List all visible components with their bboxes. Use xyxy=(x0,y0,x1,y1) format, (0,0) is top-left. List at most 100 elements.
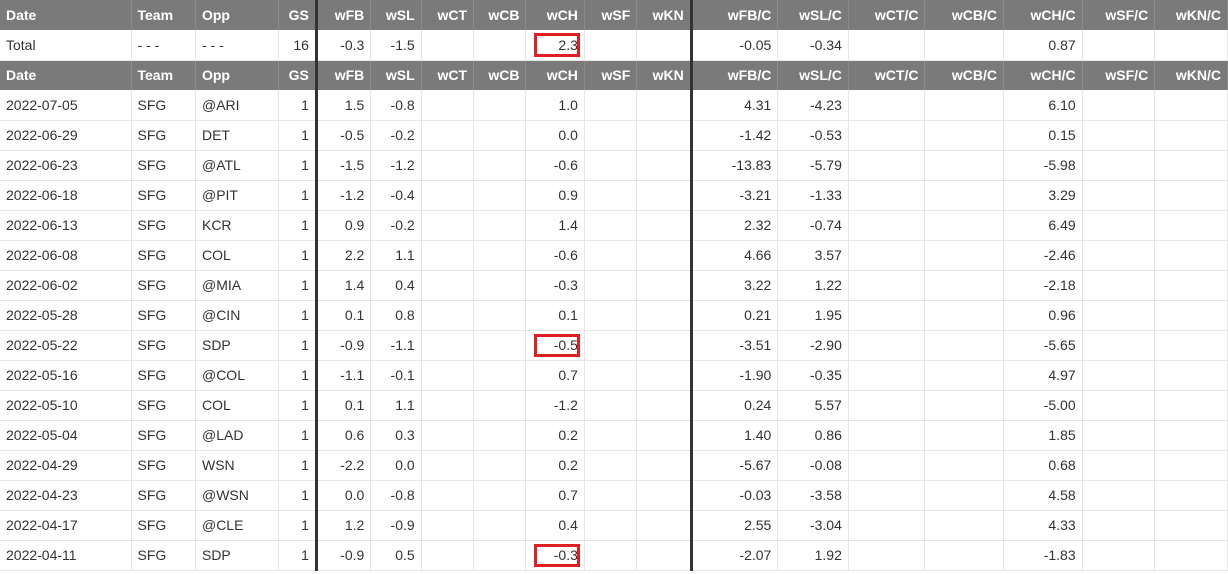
cell-gs: 1 xyxy=(278,210,317,241)
cell-wfb: 0.9 xyxy=(314,210,372,241)
column-header-wfb[interactable]: wFB xyxy=(314,60,372,90)
cell-wch: 0.7 xyxy=(525,360,585,391)
cell-team: SFG xyxy=(131,420,196,451)
cell-wsf-per-c xyxy=(1082,210,1156,241)
cell-team: SFG xyxy=(131,360,196,391)
column-header-wkn[interactable]: wKN xyxy=(636,60,692,90)
cell-wkn-per-c xyxy=(1154,360,1228,391)
cell-wfb: -0.9 xyxy=(314,540,372,571)
column-header-wsf-per-c[interactable]: wSF/C xyxy=(1082,60,1156,90)
column-header-wcb[interactable]: wCB xyxy=(473,60,527,90)
cell-wkn-per-c xyxy=(1154,180,1228,211)
column-header-gs[interactable]: GS xyxy=(278,60,317,90)
cell-wfb-per-c: 0.21 xyxy=(689,300,779,331)
cell-wch: 0.2 xyxy=(525,450,585,481)
cell-wct xyxy=(421,30,475,61)
cell-wkn-per-c xyxy=(1154,210,1228,241)
cell-wkn-per-c xyxy=(1154,450,1228,481)
cell-wkn xyxy=(636,390,692,421)
cell-wfb: 2.2 xyxy=(314,240,372,271)
column-header-gs[interactable]: GS xyxy=(278,0,317,30)
cell-wfb: 0.1 xyxy=(314,390,372,421)
cell-wch: 0.4 xyxy=(525,510,585,541)
cell-wfb-per-c: -5.67 xyxy=(689,450,779,481)
cell-team: SFG xyxy=(131,270,196,301)
column-header-date[interactable]: Date xyxy=(0,0,132,30)
cell-wcb-per-c xyxy=(924,270,1005,301)
cell-wch-per-c: 6.49 xyxy=(1003,210,1083,241)
cell-wkn xyxy=(636,270,692,301)
column-header-wfb-per-c[interactable]: wFB/C xyxy=(689,0,779,30)
table-row: 2022-06-29 SFG DET 1 -0.5 -0.2 0.0 -1.42 -0.53 0.… xyxy=(0,120,1228,151)
cell-wsf xyxy=(584,210,638,241)
cell-wct xyxy=(421,240,475,271)
column-header-wch-per-c[interactable]: wCH/C xyxy=(1003,60,1083,90)
column-header-team[interactable]: Team xyxy=(131,0,196,30)
column-header-wfb-per-c[interactable]: wFB/C xyxy=(689,60,779,90)
column-header-wsl-per-c[interactable]: wSL/C xyxy=(777,0,849,30)
column-header-wsl-per-c[interactable]: wSL/C xyxy=(777,60,849,90)
cell-wct xyxy=(421,90,475,121)
cell-wct xyxy=(421,480,475,511)
column-header-wcb[interactable]: wCB xyxy=(473,0,527,30)
cell-wsl: 0.0 xyxy=(370,450,422,481)
column-header-wch[interactable]: wCH xyxy=(525,0,585,30)
table-row: 2022-04-29 SFG WSN 1 -2.2 0.0 0.2 -5.67 -0.08 0.6… xyxy=(0,450,1228,481)
cell-opp: @COL xyxy=(195,360,279,391)
cell-wsf xyxy=(584,180,638,211)
column-header-opp[interactable]: Opp xyxy=(195,0,279,30)
column-header-wcb-per-c[interactable]: wCB/C xyxy=(924,0,1005,30)
cell-wsl-per-c: -2.90 xyxy=(777,330,849,361)
cell-wsf xyxy=(584,270,638,301)
column-header-wcb-per-c[interactable]: wCB/C xyxy=(924,60,1005,90)
cell-wcb-per-c xyxy=(924,510,1005,541)
column-header-team[interactable]: Team xyxy=(131,60,196,90)
column-header-wkn[interactable]: wKN xyxy=(636,0,692,30)
column-header-wsf[interactable]: wSF xyxy=(584,0,638,30)
column-header-wsl[interactable]: wSL xyxy=(370,0,422,30)
cell-wsf xyxy=(584,120,638,151)
cell-wch-per-c: -1.83 xyxy=(1003,540,1083,571)
column-header-wkn-per-c[interactable]: wKN/C xyxy=(1154,0,1228,30)
cell-team: SFG xyxy=(131,180,196,211)
cell-wsf xyxy=(584,330,638,361)
cell-wct-per-c xyxy=(848,330,926,361)
cell-wch-per-c: 0.68 xyxy=(1003,450,1083,481)
cell-wkn xyxy=(636,360,692,391)
cell-wsl: 0.3 xyxy=(370,420,422,451)
cell-wsl: -1.1 xyxy=(370,330,422,361)
cell-wfb-per-c: -0.05 xyxy=(689,30,779,61)
cell-wcb-per-c xyxy=(924,390,1005,421)
cell-wfb-per-c: -2.07 xyxy=(689,540,779,571)
column-header-date[interactable]: Date xyxy=(0,60,132,90)
cell-wsf-per-c xyxy=(1082,390,1156,421)
column-header-wsf[interactable]: wSF xyxy=(584,60,638,90)
column-header-wct[interactable]: wCT xyxy=(421,0,475,30)
column-header-wkn-per-c[interactable]: wKN/C xyxy=(1154,60,1228,90)
cell-wfb-per-c: 0.24 xyxy=(689,390,779,421)
cell-gs: 1 xyxy=(278,120,317,151)
cell-wct-per-c xyxy=(848,210,926,241)
cell-wcb-per-c xyxy=(924,120,1005,151)
table-row: 2022-05-22 SFG SDP 1 -0.9 -1.1 -0.5 -3.51 -2.90 -… xyxy=(0,330,1228,361)
cell-wsf-per-c xyxy=(1082,480,1156,511)
table-row: 2022-06-18 SFG @PIT 1 -1.2 -0.4 0.9 -3.21 -1.33 3… xyxy=(0,180,1228,211)
cell-date: 2022-06-13 xyxy=(0,210,132,241)
column-header-wct-per-c[interactable]: wCT/C xyxy=(848,60,926,90)
cell-wcb-per-c xyxy=(924,330,1005,361)
column-header-wfb[interactable]: wFB xyxy=(314,0,372,30)
header-row: Date Team Opp GS wFB wSL wCT wCB wCH wSF wKN wFB/C w… xyxy=(0,0,1228,30)
column-header-wsl[interactable]: wSL xyxy=(370,60,422,90)
column-header-wct-per-c[interactable]: wCT/C xyxy=(848,0,926,30)
column-header-wsf-per-c[interactable]: wSF/C xyxy=(1082,0,1156,30)
column-header-wch-per-c[interactable]: wCH/C xyxy=(1003,0,1083,30)
cell-gs: 1 xyxy=(278,360,317,391)
column-header-opp[interactable]: Opp xyxy=(195,60,279,90)
column-header-wct[interactable]: wCT xyxy=(421,60,475,90)
cell-wkn-per-c xyxy=(1154,120,1228,151)
cell-wct xyxy=(421,120,475,151)
column-header-wch[interactable]: wCH xyxy=(525,60,585,90)
cell-wcb-per-c xyxy=(924,180,1005,211)
cell-team: SFG xyxy=(131,120,196,151)
cell-team: SFG xyxy=(131,390,196,421)
